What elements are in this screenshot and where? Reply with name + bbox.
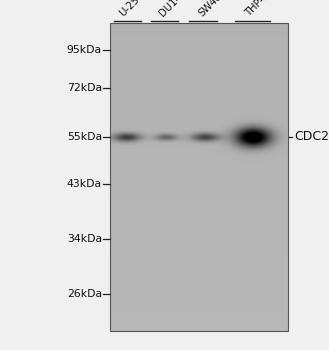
Text: DU145: DU145 bbox=[158, 0, 189, 18]
Text: 55kDa: 55kDa bbox=[67, 132, 102, 141]
Text: 43kDa: 43kDa bbox=[67, 180, 102, 189]
Text: SW480: SW480 bbox=[196, 0, 228, 18]
Text: 72kDa: 72kDa bbox=[67, 83, 102, 93]
Text: U-251MG: U-251MG bbox=[118, 0, 158, 18]
Text: 95kDa: 95kDa bbox=[67, 45, 102, 55]
Text: CDC20: CDC20 bbox=[294, 130, 329, 143]
Text: 26kDa: 26kDa bbox=[67, 289, 102, 299]
Text: 34kDa: 34kDa bbox=[67, 234, 102, 244]
Text: THP-1: THP-1 bbox=[244, 0, 271, 18]
